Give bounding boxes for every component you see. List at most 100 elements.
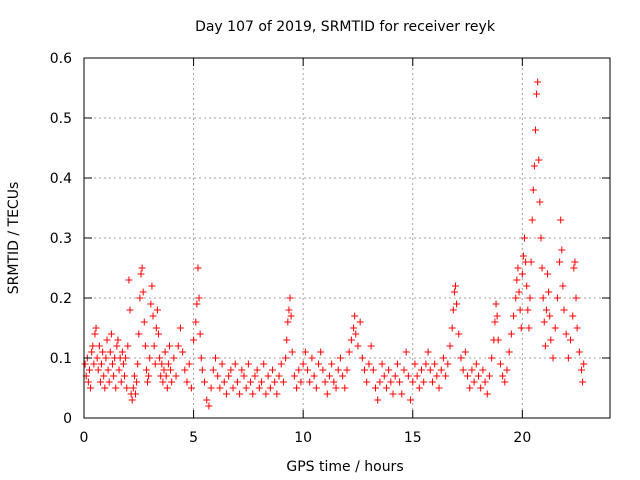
data-point xyxy=(369,366,377,374)
data-point xyxy=(385,366,393,374)
data-point xyxy=(132,390,140,398)
data-point xyxy=(466,384,474,392)
data-point xyxy=(376,378,384,386)
data-point xyxy=(140,318,148,326)
data-point xyxy=(114,336,122,344)
data-point xyxy=(158,360,166,368)
data-point xyxy=(542,306,550,314)
data-point xyxy=(361,366,369,374)
data-point xyxy=(148,282,156,290)
data-point xyxy=(266,384,274,392)
data-point xyxy=(451,282,459,290)
data-point xyxy=(121,372,129,380)
data-point xyxy=(569,312,577,320)
data-point xyxy=(192,318,200,326)
data-point xyxy=(306,378,314,386)
data-point xyxy=(123,384,131,392)
data-point xyxy=(142,366,150,374)
data-point xyxy=(531,126,539,134)
data-point xyxy=(442,372,450,380)
data-point xyxy=(187,384,195,392)
data-point xyxy=(88,348,96,356)
data-point xyxy=(236,390,244,398)
data-point xyxy=(470,378,478,386)
data-point xyxy=(162,372,170,380)
data-point xyxy=(196,330,204,338)
data-point xyxy=(105,378,113,386)
data-point xyxy=(483,390,491,398)
data-point xyxy=(479,366,487,374)
data-point xyxy=(573,324,581,332)
data-point xyxy=(527,258,535,266)
data-point xyxy=(151,360,159,368)
data-point xyxy=(579,378,587,386)
data-point xyxy=(551,324,559,332)
data-point xyxy=(201,378,209,386)
data-point xyxy=(578,366,586,374)
data-point xyxy=(227,366,235,374)
data-point xyxy=(93,354,101,362)
data-point xyxy=(418,366,426,374)
data-point xyxy=(218,360,226,368)
data-point xyxy=(87,384,95,392)
data-point xyxy=(220,378,228,386)
data-point xyxy=(212,354,219,362)
data-point xyxy=(89,342,97,350)
data-point xyxy=(286,294,294,302)
data-point xyxy=(104,366,112,374)
data-point xyxy=(457,354,465,362)
data-point xyxy=(365,360,373,368)
data-point xyxy=(317,348,325,356)
data-point xyxy=(193,300,201,308)
data-point xyxy=(444,360,452,368)
data-point xyxy=(570,264,578,272)
data-point xyxy=(558,246,566,254)
data-point xyxy=(214,372,222,380)
data-point xyxy=(539,294,547,302)
data-point xyxy=(396,378,404,386)
y-tick-label: 0.6 xyxy=(50,51,72,67)
data-point xyxy=(288,348,296,356)
x-axis-label: GPS time / hours xyxy=(286,459,403,475)
data-point xyxy=(207,384,215,392)
data-point xyxy=(156,354,164,362)
data-point xyxy=(496,360,504,368)
data-point xyxy=(125,276,133,284)
data-point xyxy=(354,342,362,350)
data-point xyxy=(492,300,500,308)
data-point xyxy=(575,348,583,356)
data-point xyxy=(415,384,423,392)
data-point xyxy=(510,312,518,320)
data-point xyxy=(535,156,543,164)
data-point xyxy=(533,90,541,98)
data-point xyxy=(534,78,542,86)
data-point xyxy=(293,384,301,392)
data-point xyxy=(233,378,241,386)
data-point xyxy=(398,390,406,398)
data-point xyxy=(428,378,436,386)
data-point xyxy=(540,318,548,326)
data-point xyxy=(141,342,149,350)
data-point xyxy=(387,378,395,386)
data-point xyxy=(113,342,121,350)
data-point xyxy=(501,378,509,386)
data-point xyxy=(168,378,176,386)
data-point xyxy=(571,258,579,266)
data-point xyxy=(455,330,463,338)
data-point xyxy=(345,348,353,356)
data-point xyxy=(85,366,93,374)
data-point xyxy=(580,360,588,368)
y-tick-label: 0.2 xyxy=(50,291,72,307)
data-point xyxy=(118,348,126,356)
data-point xyxy=(312,384,320,392)
data-point xyxy=(513,276,521,284)
data-point xyxy=(559,282,567,290)
data-point xyxy=(493,312,501,320)
data-point xyxy=(435,384,443,392)
data-point xyxy=(517,324,525,332)
data-point xyxy=(528,216,536,224)
y-tick-label: 0.4 xyxy=(50,171,72,187)
y-axis-label: SRMTID / TECUs xyxy=(6,182,22,295)
